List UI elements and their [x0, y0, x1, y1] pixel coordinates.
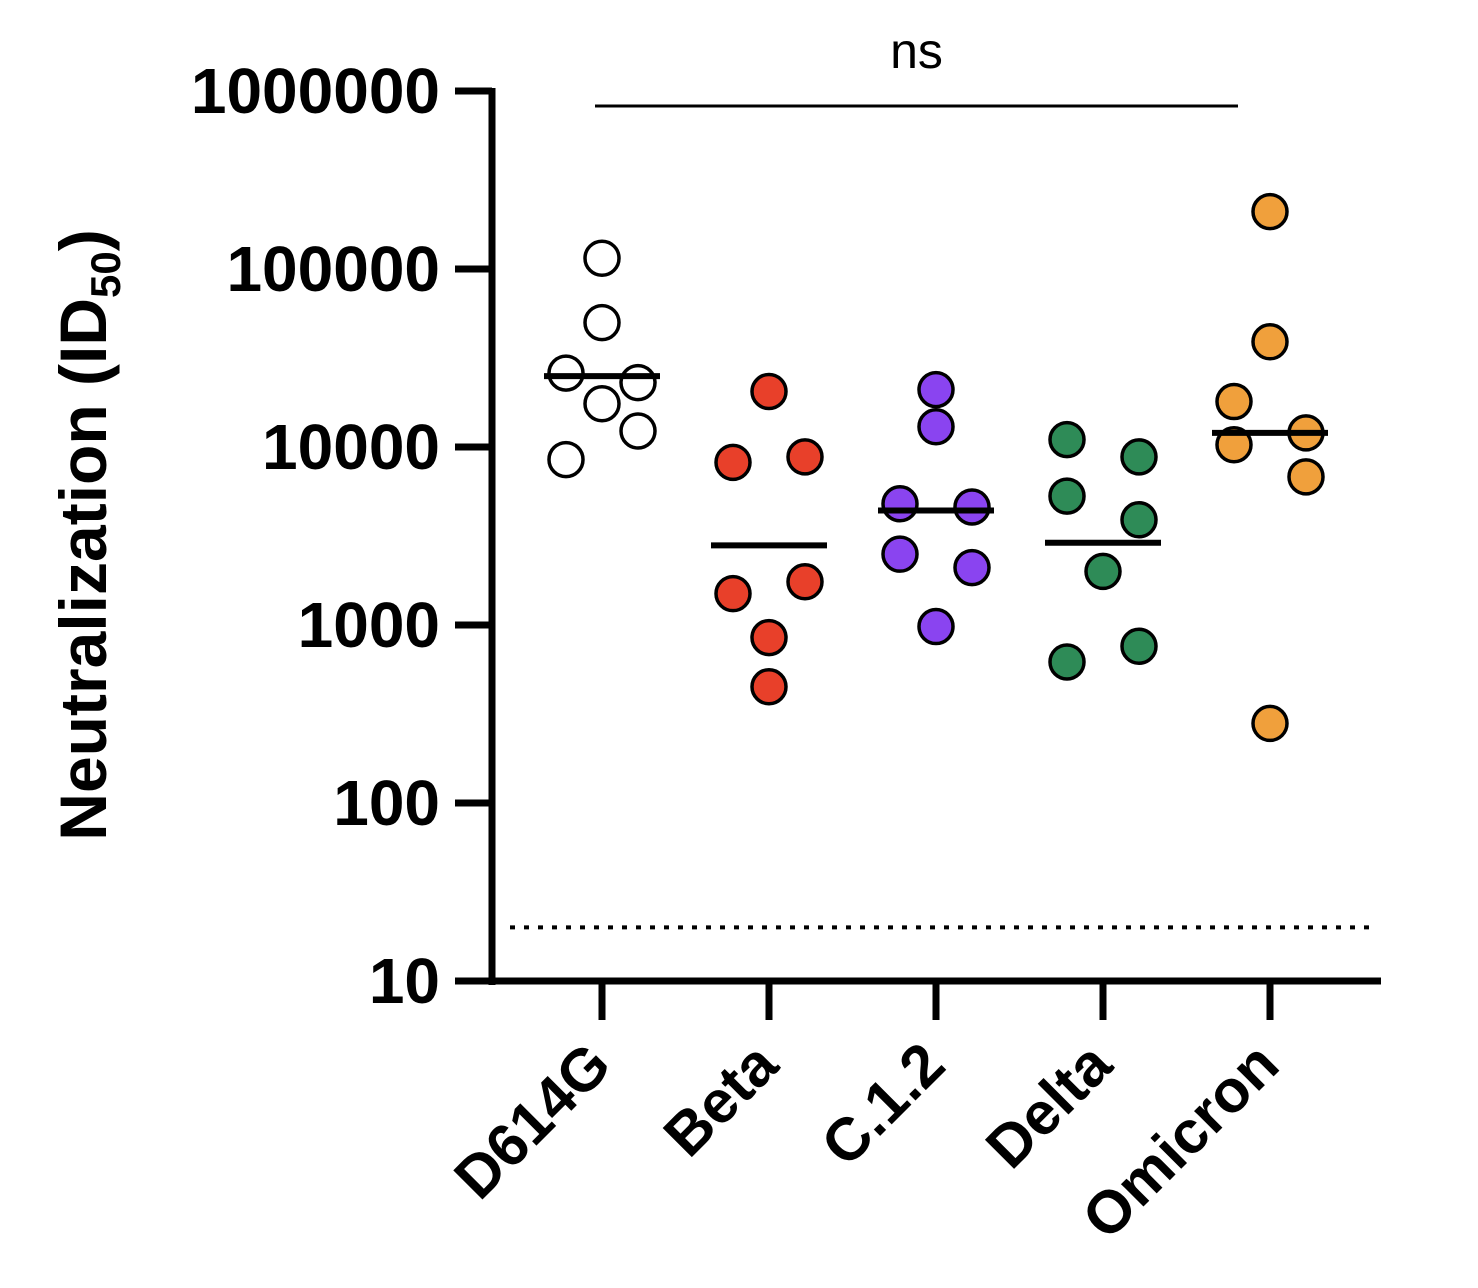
data-point — [1251, 323, 1289, 361]
data-point — [1084, 552, 1122, 591]
data-point — [1287, 458, 1325, 496]
y-tick-label: 10000 — [262, 411, 440, 483]
x-tick-label: D614G — [441, 1030, 623, 1212]
data-point — [917, 370, 955, 409]
data-point — [786, 438, 824, 476]
x-tick-label: Beta — [651, 1029, 791, 1169]
data-point — [881, 484, 919, 523]
data-point — [1251, 704, 1289, 743]
y-tick-label: 10 — [369, 945, 440, 1017]
y-axis-label-main: Neutralization (ID — [46, 298, 120, 841]
data-point — [1120, 627, 1158, 665]
data-point — [583, 239, 621, 277]
y-tick-label: 100 — [333, 767, 440, 839]
data-point — [1048, 477, 1086, 515]
y-axis-label-close: ) — [46, 229, 120, 251]
data-point — [1251, 192, 1289, 231]
median-lines — [544, 373, 1328, 549]
x-tick-label: Delta — [973, 1029, 1125, 1181]
data-point — [953, 488, 991, 526]
data-point — [1215, 382, 1253, 421]
data-point — [1215, 425, 1253, 464]
data-point — [583, 384, 621, 423]
data-point — [583, 303, 621, 342]
y-tick-label: 100000 — [226, 233, 440, 305]
data-point — [1120, 438, 1158, 476]
data-point — [714, 574, 752, 613]
data-point — [786, 562, 824, 601]
data-point — [917, 607, 955, 646]
x-tick-label: C.1.2 — [808, 1030, 957, 1179]
data-point — [881, 535, 919, 573]
data-point — [750, 667, 788, 706]
data-point — [714, 443, 752, 482]
y-axis-label: Neutralization (ID50) — [46, 229, 129, 840]
data-point — [1048, 643, 1086, 681]
data-point — [547, 354, 585, 392]
data-point — [750, 618, 788, 657]
data-point — [619, 412, 657, 450]
data-point — [547, 440, 585, 479]
data-point — [750, 372, 788, 411]
data-point — [619, 363, 657, 402]
data-points — [547, 192, 1325, 743]
data-point — [953, 548, 991, 587]
data-point — [917, 407, 955, 446]
y-axis-label-subscript: 50 — [82, 251, 129, 298]
significance-label: ns — [890, 23, 943, 79]
y-tick-label: 1000000 — [191, 55, 440, 127]
data-point — [1120, 501, 1158, 539]
y-tick-label: 1000 — [298, 589, 440, 661]
data-point — [1048, 420, 1086, 459]
y-ticks: 10 100 1000 10000 100000 1000000 — [191, 55, 492, 1017]
